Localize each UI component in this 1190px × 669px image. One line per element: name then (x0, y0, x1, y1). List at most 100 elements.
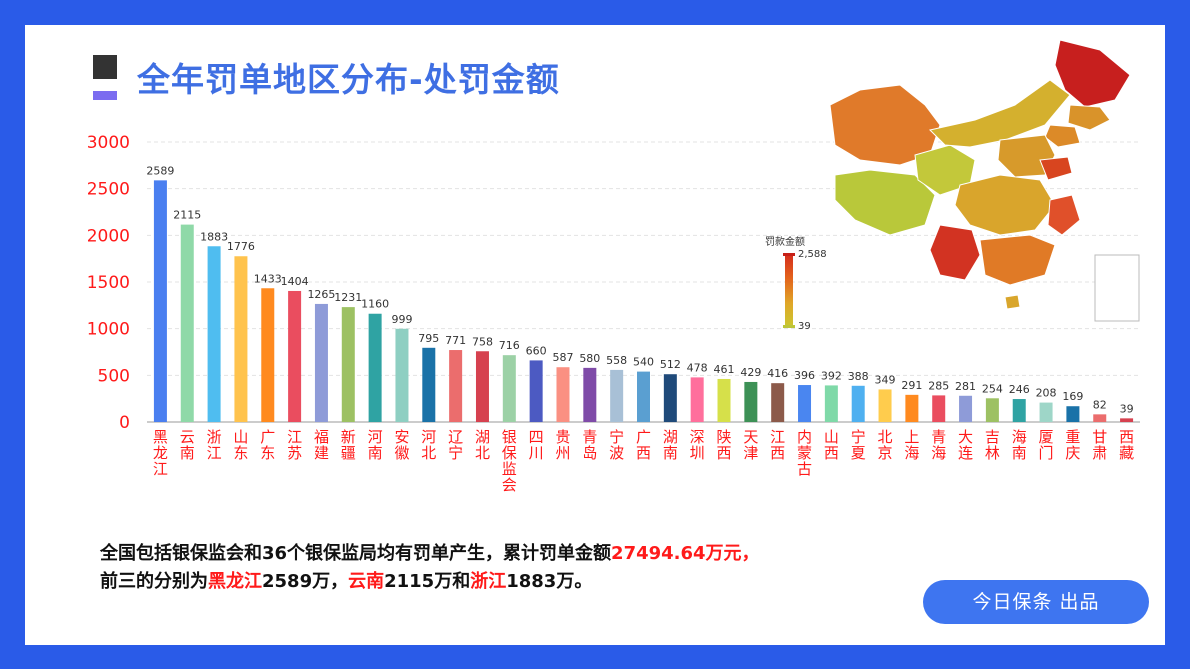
bar-西藏 (1120, 418, 1134, 422)
x-tick-label: 江苏 (287, 428, 302, 462)
bar-安徽 (395, 328, 409, 422)
summary-text-part: 全国包括银保监会和36个银保监局均有罚单产生，累计罚单金额 (100, 543, 612, 564)
data-label: 169 (1062, 390, 1083, 403)
title-mark-square (93, 55, 117, 79)
bar-内蒙古 (798, 385, 812, 422)
data-label: 478 (687, 361, 708, 374)
legend-handle-min[interactable] (783, 325, 795, 328)
x-tick-label: 新疆 (341, 428, 356, 462)
summary-text-part: 1883万。 (506, 571, 593, 592)
bar-上海 (905, 394, 919, 422)
data-label: 416 (767, 367, 788, 380)
bar-陕西 (717, 378, 731, 422)
x-tick-label: 山东 (233, 428, 248, 462)
data-label: 1265 (307, 288, 335, 301)
x-tick-label: 天津 (743, 428, 758, 462)
map-region-yunnan (929, 224, 981, 281)
bar-宁夏 (851, 385, 865, 422)
bar-江西 (771, 383, 785, 422)
bar-四川 (529, 360, 543, 422)
bar-河北 (422, 347, 436, 422)
data-label: 82 (1093, 398, 1107, 411)
bar-北京 (878, 389, 892, 422)
x-tick-label: 青岛 (582, 428, 597, 462)
map-region-jilin (1067, 104, 1111, 131)
bar-天津 (744, 381, 758, 422)
x-tick-label: 山西 (824, 428, 839, 462)
summary-highlight-total: 27494.64万元， (611, 543, 760, 564)
y-tick-label: 1500 (87, 273, 130, 293)
x-tick-label: 宁夏 (851, 428, 866, 462)
y-tick-label: 3000 (87, 133, 130, 153)
south-china-sea-inset (1094, 254, 1140, 322)
summary-text-part: 2589万， (262, 571, 349, 592)
data-label: 540 (633, 356, 654, 369)
x-tick-label: 广西 (636, 428, 651, 462)
y-tick-label: 2500 (87, 180, 130, 200)
map-region-neimenggu (929, 79, 1071, 148)
summary-highlight-zhejiang: 浙江 (470, 571, 507, 592)
x-tick-label: 内蒙古 (797, 428, 812, 478)
data-label: 281 (955, 380, 976, 393)
data-label: 2589 (146, 164, 174, 177)
bar-chart: 0 500 1000 1500 2000 2500 3000 2589 黑龙江 2115 云南 188… (87, 133, 1140, 494)
data-label: 2115 (173, 209, 201, 222)
bar-广西 (637, 371, 650, 422)
data-label: 1231 (334, 291, 362, 304)
x-tick-label: 安徽 (394, 428, 409, 462)
bar-重庆 (1066, 406, 1080, 422)
legend-title: 罚款金额 (765, 237, 805, 248)
legend-max-label: 2,588 (798, 249, 827, 260)
x-tick-label: 陕西 (717, 428, 732, 462)
bar-云南 (180, 224, 194, 422)
data-label: 660 (526, 344, 547, 357)
bar-湖北 (475, 351, 489, 422)
bar-江苏 (288, 290, 302, 422)
x-tick-label: 江西 (770, 428, 785, 462)
data-label: 429 (740, 366, 761, 379)
summary-highlight-heilongjiang: 黑龙江 (208, 571, 262, 592)
x-tick-label: 广东 (260, 428, 275, 462)
bar-银保监会 (502, 355, 516, 422)
data-label: 461 (714, 363, 735, 376)
x-tick-label: 大连 (958, 428, 973, 462)
x-tick-label: 甘肃 (1092, 428, 1107, 462)
bar-深圳 (690, 377, 704, 422)
x-tick-label: 吉林 (985, 428, 1000, 462)
x-tick-label: 银保监会 (502, 428, 517, 494)
bar-海南 (1012, 399, 1026, 422)
bar-辽宁 (449, 350, 463, 422)
data-label: 349 (875, 373, 896, 386)
x-tick-label: 宁波 (609, 428, 624, 462)
data-label: 1160 (361, 298, 389, 311)
data-label: 396 (794, 369, 815, 382)
x-tick-label: 辽宁 (448, 428, 463, 462)
y-tick-label: 0 (119, 413, 130, 433)
data-label: 208 (1036, 387, 1057, 400)
x-tick-label: 北京 (878, 428, 893, 462)
bar-新疆 (341, 307, 355, 422)
x-tick-label: 河南 (368, 428, 383, 462)
x-tick-label: 河北 (421, 428, 436, 462)
bar-福建 (314, 303, 328, 422)
summary-text-part: 2115万和 (384, 571, 471, 592)
summary-highlight-yunnan: 云南 (348, 571, 385, 592)
credit-badge[interactable]: 今日保条 出品 (923, 580, 1149, 624)
data-label: 1404 (281, 275, 309, 288)
data-label: 771 (445, 334, 466, 347)
data-label: 999 (391, 313, 412, 326)
x-tick-label: 重庆 (1065, 428, 1080, 462)
bar-贵州 (556, 367, 570, 422)
y-tick-label: 500 (98, 366, 130, 386)
legend-handle-max[interactable] (783, 253, 795, 256)
map-region-hainan (1004, 294, 1021, 310)
x-tick-label: 福建 (314, 428, 329, 462)
map-region-heilongjiang (1054, 39, 1131, 108)
map-region-south (979, 234, 1056, 286)
data-label: 285 (928, 379, 949, 392)
bar-河南 (368, 313, 382, 422)
map-region-xinjiang (829, 84, 941, 166)
data-label: 1776 (227, 240, 255, 253)
bar-青岛 (583, 367, 597, 422)
x-tick-label: 贵州 (555, 428, 570, 462)
